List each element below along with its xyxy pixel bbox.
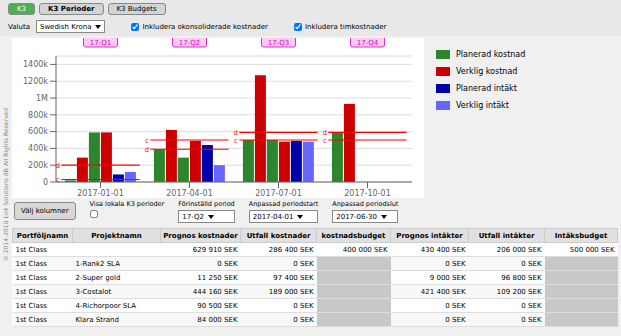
svg-text:d: d <box>144 146 148 154</box>
html-text:109 200 SEK: 109 200 SEK <box>496 287 542 296</box>
html-text:Välj kolumner: Välj kolumner <box>21 207 69 215</box>
html-text:K3 Budgets: K3 Budgets <box>116 5 157 13</box>
html-text:11 250 SEK: 11 250 SEK <box>197 273 238 282</box>
html-text:1-Rank2 SLA: 1-Rank2 SLA <box>75 259 120 268</box>
svg-text:1200k: 1200k <box>23 77 48 86</box>
html-text:Projektnamn: Projektnamn <box>91 231 142 240</box>
html-text:2017-06-30: 2017-06-30 <box>336 212 377 221</box>
html-text:189 000 SEK: 189 000 SEK <box>268 287 314 296</box>
svg-text:2017-10-01: 2017-10-01 <box>344 189 391 198</box>
svg-text:0: 0 <box>43 178 48 187</box>
html-text:© 2014-2016 Ln4 Solutions AB A: © 2014-2016 Ln4 Solutions AB All Rights … <box>1 107 9 262</box>
html-text:2-Super gold: 2-Super gold <box>75 273 121 282</box>
svg-text:c: c <box>145 137 149 145</box>
html-text:0 SEK: 0 SEK <box>445 315 466 324</box>
html-text:0 SEK: 0 SEK <box>293 315 314 324</box>
html-text:Anpassad periodstart: Anpassad periodstart <box>248 200 319 208</box>
html-text:0 SEK: 0 SEK <box>521 315 542 324</box>
svg-text:17-Q2: 17-Q2 <box>179 39 201 47</box>
html-text:96 800 SEK: 96 800 SEK <box>501 273 542 282</box>
svg-text:1M: 1M <box>36 94 48 103</box>
html-text:0 SEK: 0 SEK <box>445 259 466 268</box>
svg-text:200k: 200k <box>28 161 48 170</box>
html-text:90 500 SEK: 90 500 SEK <box>197 301 238 310</box>
svg-text:2017-01-01: 2017-01-01 <box>77 189 124 198</box>
html-text:2017-04-01: 2017-04-01 <box>252 212 294 221</box>
html-text:Portföljnamn: Portföljnamn <box>16 231 69 240</box>
html-text:430 400 SEK: 430 400 SEK <box>420 245 466 254</box>
html-text:4-Richorpoor SLA: 4-Richorpoor SLA <box>75 301 137 310</box>
html-text:Verklig kostnad: Verklig kostnad <box>456 67 518 76</box>
svg-text:d: d <box>233 129 237 137</box>
html-text:1st Class: 1st Class <box>15 287 47 296</box>
html-text:Planerad intäkt: Planerad intäkt <box>456 84 517 93</box>
html-text:Verklig intäkt: Verklig intäkt <box>456 101 509 110</box>
html-text:9 000 SEK: 9 000 SEK <box>429 273 466 282</box>
html-text:Förinställd period: Förinställd period <box>178 200 235 208</box>
html-text:286 400 SEK: 286 400 SEK <box>268 245 314 254</box>
html-text:0 SEK: 0 SEK <box>445 301 466 310</box>
html-text:Prognos intäkter: Prognos intäkter <box>396 231 463 240</box>
html-text:444 160 SEK: 444 160 SEK <box>192 287 238 296</box>
html-text:84 000 SEK: 84 000 SEK <box>197 315 238 324</box>
html-text:400 000 SEK: 400 000 SEK <box>342 245 388 254</box>
html-text:Planerad kostnad: Planerad kostnad <box>456 50 526 59</box>
svg-text:2017-07-01: 2017-07-01 <box>255 189 302 198</box>
html-text:0 SEK: 0 SEK <box>293 259 314 268</box>
html-text:97 400 SEK: 97 400 SEK <box>273 273 314 282</box>
svg-text:600k: 600k <box>28 127 48 136</box>
html-text:1st Class: 1st Class <box>15 259 47 268</box>
svg-text:1400k: 1400k <box>23 60 48 69</box>
svg-text:d: d <box>322 129 326 137</box>
svg-text:17-Q4: 17-Q4 <box>357 39 379 47</box>
html-text:421 400 SEK: 421 400 SEK <box>420 287 466 296</box>
svg-text:c: c <box>234 137 238 145</box>
svg-text:17-Q3: 17-Q3 <box>268 39 290 47</box>
html-text:17-Q2: 17-Q2 <box>182 212 204 221</box>
svg-text:800k: 800k <box>28 111 48 120</box>
html-text:3-Costalot: 3-Costalot <box>75 287 112 296</box>
html-text:0 SEK: 0 SEK <box>521 259 542 268</box>
svg-text:c: c <box>56 176 60 182</box>
html-text:Inkludera okonsoliderade kostn: Inkludera okonsoliderade kostnader <box>142 22 268 31</box>
html-text:1st Class: 1st Class <box>15 273 47 282</box>
html-text:Utfall kostnader: Utfall kostnader <box>246 231 311 240</box>
html-text:0 SEK: 0 SEK <box>521 301 542 310</box>
html-text:K3 Perioder: K3 Perioder <box>48 5 95 13</box>
html-text:Inkludera timkostnader: Inkludera timkostnader <box>304 22 387 31</box>
html-text:0 SEK: 0 SEK <box>293 301 314 310</box>
html-text:1st Class: 1st Class <box>15 301 47 310</box>
html-text:Swedish Krona: Swedish Krona <box>40 22 92 31</box>
html-text:Valuta: Valuta <box>8 22 30 31</box>
html-text:1st Class: 1st Class <box>15 245 47 254</box>
html-text:1st Class: 1st Class <box>15 315 47 324</box>
html-text:Klara Strand: Klara Strand <box>75 315 119 324</box>
html-text:K3: K3 <box>17 5 26 13</box>
html-text:Anpassad periodslut: Anpassad periodslut <box>332 200 399 208</box>
html-text:Utfall intäkter: Utfall intäkter <box>478 231 535 240</box>
svg-text:c: c <box>323 137 327 145</box>
svg-text:17-Q1: 17-Q1 <box>90 39 112 47</box>
html-text:Visa lokala K3 perioder: Visa lokala K3 perioder <box>89 200 165 208</box>
html-text:0 SEK: 0 SEK <box>217 259 238 268</box>
html-text:206 000 SEK: 206 000 SEK <box>496 245 542 254</box>
svg-text:400k: 400k <box>28 144 48 153</box>
html-text:629 910 SEK: 629 910 SEK <box>192 245 238 254</box>
html-text:kostnadsbudget: kostnadsbudget <box>321 231 386 240</box>
svg-text:d: d <box>55 162 59 170</box>
svg-text:2017-04-01: 2017-04-01 <box>166 189 213 198</box>
html-text:Intäksbudget: Intäksbudget <box>554 231 608 240</box>
html-text:Prognos kostnader: Prognos kostnader <box>163 231 238 240</box>
html-text:500 000 SEK: 500 000 SEK <box>569 245 615 254</box>
